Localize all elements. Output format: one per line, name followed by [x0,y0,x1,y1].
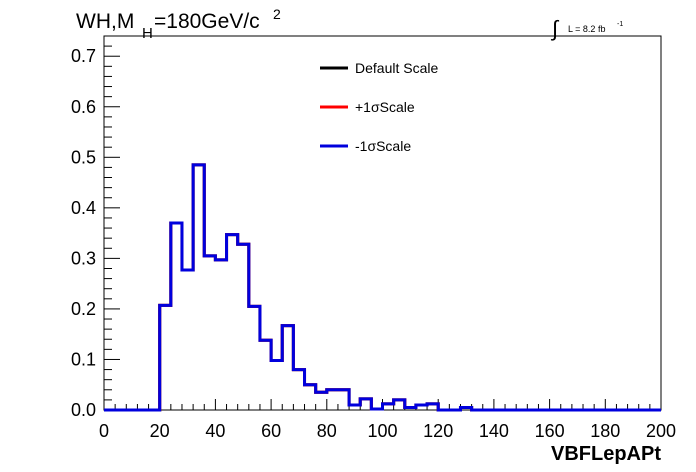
x-tick-label: 140 [479,421,509,441]
x-tick-label: 180 [590,421,620,441]
legend-label-default-scale: Default Scale [355,60,438,76]
legend-label-plus-sigma: +1σScale [355,99,415,115]
y-tick-label: 0.0 [71,400,96,420]
plot-frame [103,35,662,411]
x-tick-label: 120 [423,421,453,441]
series-line-default-scale [104,163,661,412]
x-tick-label: 100 [367,421,397,441]
chart-title-subscript: H [142,25,153,42]
x-tick-label: 60 [261,421,281,441]
series-line-plus-sigma [104,163,661,412]
y-tick-label: 0.3 [71,248,96,268]
y-tick-label: 0.5 [71,147,96,167]
x-axis-title: VBFLepAPt [551,443,661,465]
series-group [104,163,661,412]
y-tick-label: 0.1 [71,349,96,369]
integral-sign: ∫ [550,16,560,41]
x-tick-label: 0 [99,421,109,441]
x-tick-label: 200 [646,421,676,441]
y-tick-label: 0.6 [71,97,96,117]
x-tick-label: 20 [150,421,170,441]
legend: Default Scale +1σScale -1σScale [320,60,438,154]
lumi-superscript: -1 [617,21,623,28]
series-line-minus-sigma [104,163,661,412]
y-tick-label: 0.2 [71,299,96,319]
lumi-label: L = 8.2 fb [568,24,605,34]
y-tick-label: 0.4 [71,198,96,218]
legend-label-minus-sigma: -1σScale [355,138,411,154]
x-tick-label: 40 [205,421,225,441]
chart-title-superscript: 2 [273,6,281,22]
y-tick-label: 0.7 [71,46,96,66]
x-tick-label: 80 [317,421,337,441]
x-tick-label: 160 [535,421,565,441]
luminosity-annotation: ∫ L = 8.2 fb -1 [550,16,623,41]
chart-title-rest: =180GeV/c [154,10,260,33]
axes: 0 20 40 60 80 100 120 140 160 180 200 0.0 0.1 0.2 0.3 0… [71,35,676,441]
chart-title-main: WH,M [76,10,134,33]
